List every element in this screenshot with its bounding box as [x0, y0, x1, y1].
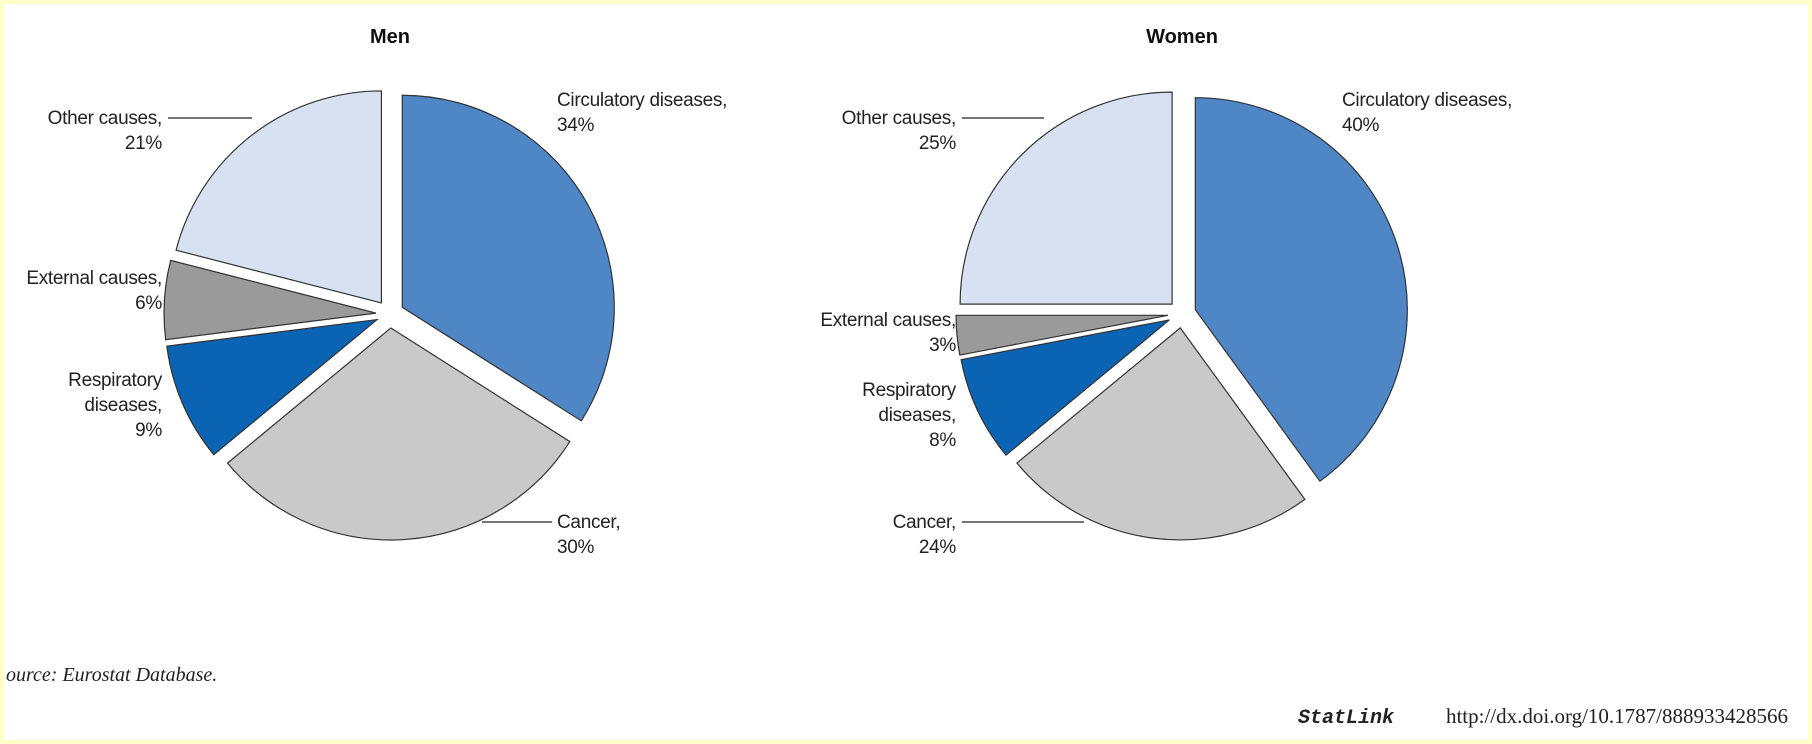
- slice-value-label: 30%: [557, 537, 595, 558]
- slice-category: Other causes,: [841, 108, 957, 129]
- slice-label: Cancer, 30%: [557, 510, 621, 560]
- slice-label: Respiratory diseases, 9%: [42, 368, 162, 443]
- pie-slice: [959, 91, 1173, 305]
- slice-label: External causes, 6%: [26, 266, 162, 316]
- charts: [163, 90, 1408, 541]
- slice-category: Circulatory diseases,: [557, 90, 728, 111]
- slice-label: Circulatory diseases, 40%: [1342, 88, 1512, 138]
- slice-label: Other causes, 21%: [47, 106, 163, 156]
- pie-slice: [960, 319, 1170, 456]
- chart-title: Women: [1146, 26, 1218, 48]
- slice-value-label: 8%: [929, 430, 956, 451]
- slice-label: Circulatory diseases, 34%: [557, 88, 727, 138]
- statlink-label: StatLink: [1297, 707, 1394, 730]
- slice-category: Respiratory diseases,: [68, 370, 162, 416]
- slice-value-label: 9%: [135, 420, 162, 441]
- slice-category: Cancer,: [557, 512, 621, 533]
- slice-value-label: 40%: [1342, 115, 1380, 136]
- slice-label: Respiratory diseases, 8%: [836, 378, 956, 453]
- slice-value-label: 24%: [918, 537, 956, 558]
- statlink-url[interactable]: http://dx.doi.org/10.1787/888933428566: [1445, 704, 1788, 728]
- slice-category: Cancer,: [892, 512, 957, 533]
- pie-slice: [226, 327, 571, 541]
- slice-label: External causes, 3%: [820, 308, 956, 358]
- source-note: ource: Eurostat Database.: [6, 664, 218, 686]
- pie-slice: [955, 314, 1169, 356]
- pie-slice: [166, 318, 380, 456]
- slice-category: Other causes,: [47, 108, 163, 129]
- slice-value-label: 34%: [557, 115, 595, 136]
- page: ource: Eurostat Database. StatLink http:/…: [4, 4, 1808, 740]
- slice-category: Circulatory diseases,: [1342, 90, 1513, 111]
- slice-value-label: 25%: [918, 133, 956, 154]
- pie-slice: [1016, 327, 1306, 541]
- pie-slice: [163, 259, 377, 341]
- slice-value-label: 3%: [929, 335, 956, 356]
- slice-value-label: 6%: [135, 293, 162, 314]
- slice-category: Respiratory diseases,: [862, 380, 956, 426]
- statlink: StatLink http://dx.doi.org/10.1787/888933…: [1298, 704, 1788, 730]
- slice-value-label: 21%: [124, 133, 162, 154]
- pie-slice: [401, 94, 615, 422]
- slice-category: External causes,: [820, 310, 956, 331]
- chart-title: Men: [370, 26, 410, 48]
- slice-label: Other causes, 25%: [841, 106, 957, 156]
- pie-slice: [1194, 97, 1408, 483]
- pie-slice: [175, 90, 383, 304]
- slice-category: External causes,: [26, 268, 162, 289]
- slice-label: Cancer, 24%: [892, 510, 957, 560]
